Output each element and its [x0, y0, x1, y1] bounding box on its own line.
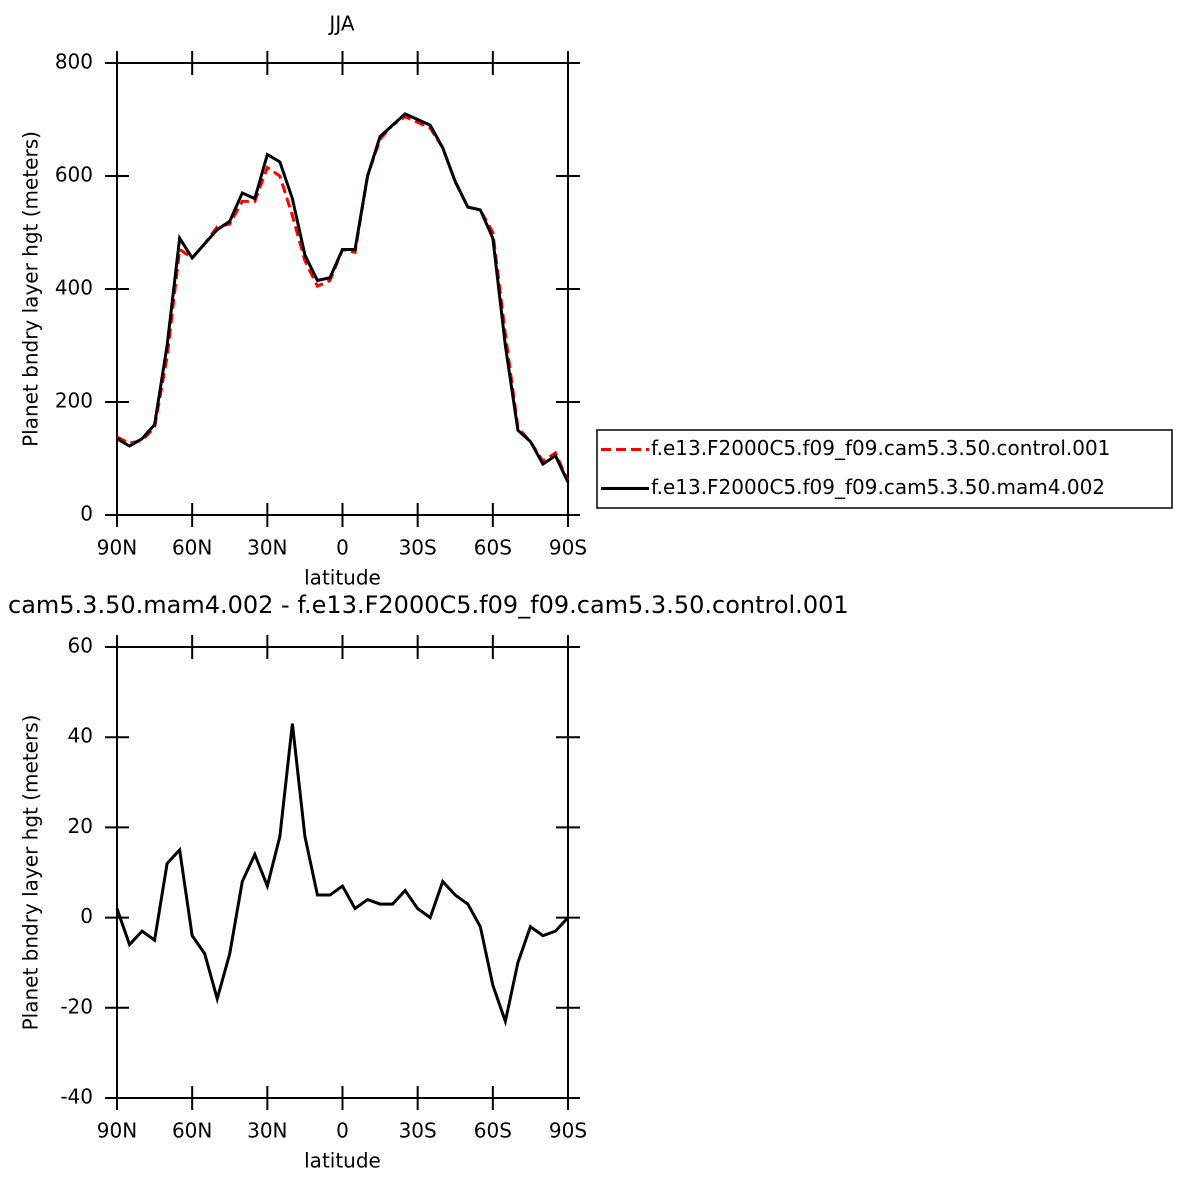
x-tick-label: 0: [336, 1119, 349, 1143]
x-tick-label: 30N: [247, 1119, 287, 1143]
legend-label: f.e13.F2000C5.f09_f09.cam5.3.50.control.…: [651, 436, 1110, 460]
x-tick-label: 30S: [399, 536, 437, 560]
y-tick-label: 600: [55, 163, 93, 187]
y-axis-label: Planet bndry layer hgt (meters): [19, 715, 43, 1031]
x-tick-label: 30N: [247, 536, 287, 560]
x-tick-label: 60N: [172, 536, 212, 560]
x-tick-label: 90N: [97, 1119, 137, 1143]
y-tick-label: -40: [60, 1085, 93, 1109]
y-tick-label: 400: [55, 276, 93, 300]
x-axis-label: latitude: [304, 566, 381, 590]
y-tick-label: 40: [68, 724, 93, 748]
y-tick-label: 0: [80, 502, 93, 526]
y-axis-label: Planet bndry layer hgt (meters): [19, 131, 43, 447]
chart-title: cam5.3.50.mam4.002 - f.e13.F2000C5.f09_f…: [8, 591, 849, 619]
x-tick-label: 90S: [549, 1119, 587, 1143]
x-tick-label: 60S: [474, 1119, 512, 1143]
y-tick-label: 200: [55, 389, 93, 413]
x-tick-label: 90S: [549, 536, 587, 560]
x-axis-label: latitude: [304, 1149, 381, 1173]
x-tick-label: 60N: [172, 1119, 212, 1143]
y-tick-label: 0: [80, 904, 93, 928]
line: [115, 723, 570, 1027]
x-tick-label: 0: [336, 536, 349, 560]
x-tick-label: 30S: [399, 1119, 437, 1143]
chart-title: JJA: [327, 12, 354, 36]
y-tick-label: -20: [60, 994, 93, 1018]
x-tick-label: 90N: [97, 536, 137, 560]
y-tick-label: 20: [68, 814, 93, 838]
legend-box: [596, 429, 1173, 509]
plot-frame: [116, 62, 569, 516]
x-tick-label: 60S: [474, 536, 512, 560]
plot-frame: [116, 646, 569, 1099]
y-tick-label: 800: [55, 50, 93, 74]
legend-label: f.e13.F2000C5.f09_f09.cam5.3.50.mam4.002: [651, 475, 1105, 499]
line: [116, 112, 570, 483]
y-tick-label: 60: [68, 634, 93, 658]
